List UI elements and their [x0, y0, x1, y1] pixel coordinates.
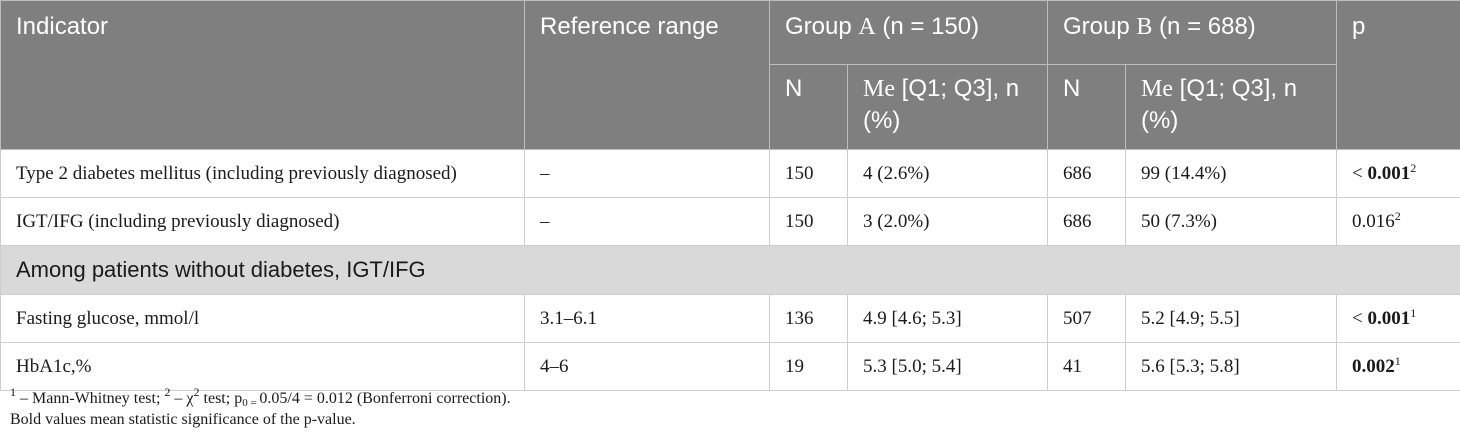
cell-indicator: IGT/IFG (including previously diagnosed) — [0, 197, 525, 246]
cell-n-a: 150 — [769, 149, 848, 198]
cell-p: < 0.0011 — [1336, 294, 1460, 343]
cell-reference: 4–6 — [524, 342, 770, 391]
cell-reference: 3.1–6.1 — [524, 294, 770, 343]
cell-p: 0.0162 — [1336, 197, 1460, 246]
table-row: HbA1c,% 4–6 19 5.3 [5.0; 5.4] 41 5.6 [5.… — [0, 342, 1460, 391]
table-row: Type 2 diabetes mellitus (including prev… — [0, 149, 1460, 198]
table-row: IGT/IFG (including previously diagnosed)… — [0, 197, 1460, 246]
results-table: Indicator Reference range Group A (n = 1… — [0, 0, 1460, 391]
cell-n-b: 686 — [1047, 197, 1126, 246]
header-n-b: N — [1047, 64, 1126, 150]
cell-value-a: 4.9 [4.6; 5.3] — [847, 294, 1048, 343]
header-row-1: Indicator Reference range Group A (n = 1… — [0, 0, 1460, 150]
header-group-b: Group B (n = 688) — [1046, 0, 1338, 65]
header-reference-range: Reference range — [524, 0, 770, 150]
cell-value-a: 3 (2.0%) — [847, 197, 1048, 246]
footnote-line-1: 1 – Mann-Whitney test; 2 – χ2 test; p0 =… — [10, 385, 511, 409]
table-body: Type 2 diabetes mellitus (including prev… — [0, 149, 1460, 391]
cell-n-a: 19 — [769, 342, 848, 391]
cell-value-b: 99 (14.4%) — [1124, 149, 1338, 198]
cell-n-b: 507 — [1047, 294, 1126, 343]
header-me-a: Me [Q1; Q3], n (%) — [847, 64, 1048, 150]
section-label: Among patients without diabetes, IGT/IFG — [0, 245, 1460, 295]
cell-n-a: 136 — [769, 294, 848, 343]
cell-n-b: 41 — [1047, 342, 1126, 391]
header-indicator: Indicator — [0, 0, 525, 150]
cell-n-a: 150 — [769, 197, 848, 246]
cell-indicator: HbA1c,% — [0, 342, 525, 391]
cell-value-b: 5.6 [5.3; 5.8] — [1124, 342, 1338, 391]
table-header: Indicator Reference range Group A (n = 1… — [0, 0, 1460, 150]
cell-p: < 0.0012 — [1336, 149, 1460, 198]
cell-indicator: Type 2 diabetes mellitus (including prev… — [0, 149, 525, 198]
cell-p: 0.0021 — [1336, 342, 1460, 391]
cell-value-a: 4 (2.6%) — [847, 149, 1048, 198]
header-me-b: Me [Q1; Q3], n (%) — [1124, 64, 1338, 150]
table-footnote: 1 – Mann-Whitney test; 2 – χ2 test; p0 =… — [10, 385, 511, 430]
cell-indicator: Fasting glucose, mmol/l — [0, 294, 525, 343]
table-row: Fasting glucose, mmol/l 3.1–6.1 136 4.9 … — [0, 294, 1460, 343]
cell-reference: – — [524, 197, 770, 246]
cell-value-b: 5.2 [4.9; 5.5] — [1124, 294, 1338, 343]
header-n-a: N — [769, 64, 848, 150]
header-row-2: N Me [Q1; Q3], n (%) N Me [Q1; Q3], n (%… — [1, 64, 1460, 150]
section-row: Among patients without diabetes, IGT/IFG — [0, 245, 1460, 295]
cell-value-a: 5.3 [5.0; 5.4] — [847, 342, 1048, 391]
cell-reference: – — [524, 149, 770, 198]
cell-n-b: 686 — [1047, 149, 1126, 198]
footnote-line-2: Bold values mean statistic significance … — [10, 411, 356, 428]
header-p: p — [1336, 0, 1460, 150]
cell-value-b: 50 (7.3%) — [1124, 197, 1338, 246]
header-group-a: Group A (n = 150) — [769, 0, 1048, 65]
